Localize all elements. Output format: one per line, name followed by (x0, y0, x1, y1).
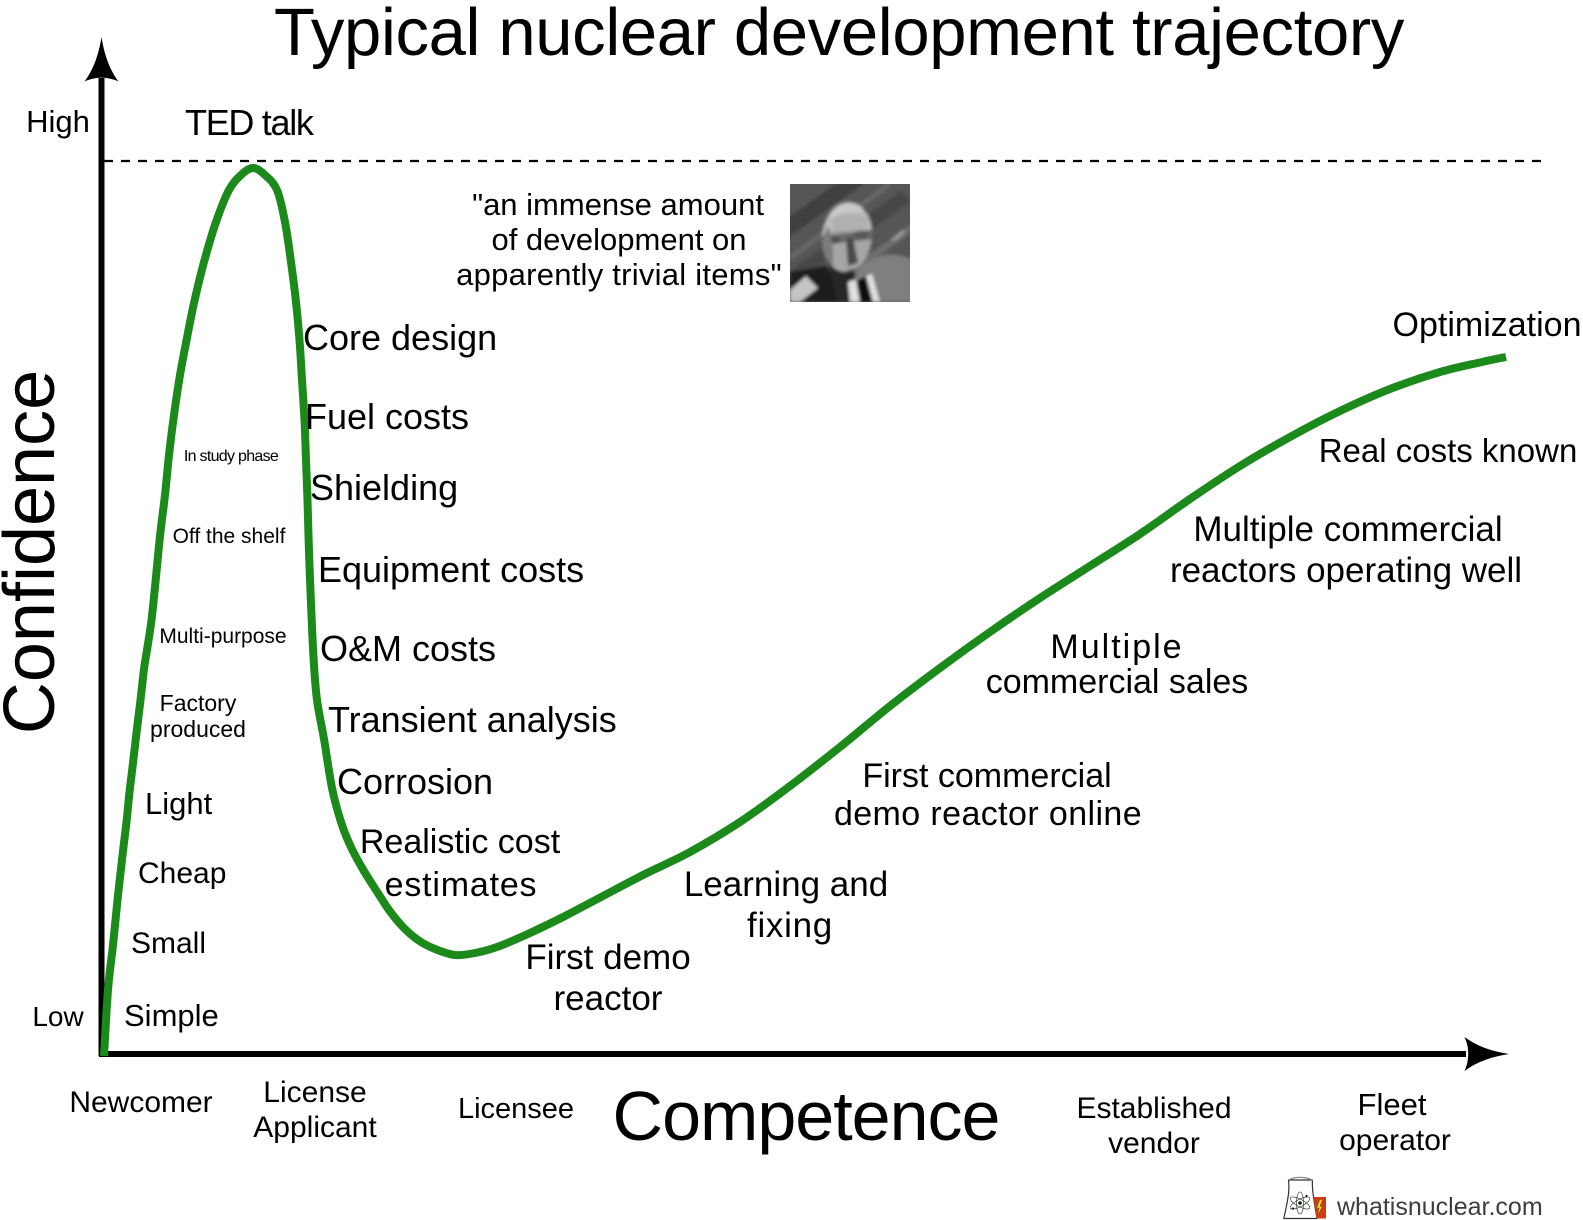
svg-text:First demo: First demo (525, 938, 690, 977)
svg-text:Off the shelf: Off the shelf (173, 525, 286, 548)
svg-text:Established: Established (1076, 1092, 1231, 1125)
svg-text:Competence: Competence (613, 1077, 1000, 1155)
svg-text:apparently trivial items": apparently trivial items" (456, 257, 782, 292)
svg-text:High: High (26, 104, 90, 139)
svg-text:First commercial: First commercial (862, 757, 1111, 795)
svg-text:Light: Light (145, 786, 213, 821)
svg-text:Learning and: Learning and (684, 865, 888, 904)
svg-text:Typical nuclear development tr: Typical nuclear development trajectory (274, 0, 1405, 70)
svg-text:O&M costs: O&M costs (320, 628, 496, 669)
svg-text:Equipment costs: Equipment costs (318, 549, 584, 590)
svg-text:Licensee: Licensee (458, 1093, 574, 1125)
svg-text:fixing: fixing (747, 906, 833, 945)
svg-text:vendor: vendor (1108, 1127, 1200, 1160)
svg-text:Multi-purpose: Multi-purpose (159, 625, 286, 648)
svg-text:Simple: Simple (124, 998, 219, 1033)
svg-text:commercial sales: commercial sales (986, 663, 1249, 701)
svg-text:Real costs known: Real costs known (1319, 432, 1578, 469)
svg-text:Factory: Factory (160, 690, 237, 716)
svg-text:"an immense amount: "an immense amount (472, 187, 764, 222)
svg-text:Applicant: Applicant (253, 1111, 377, 1144)
svg-text:produced: produced (150, 716, 246, 742)
svg-text:Confidence: Confidence (0, 370, 70, 734)
svg-text:Core design: Core design (303, 317, 497, 358)
svg-text:Newcomer: Newcomer (69, 1086, 212, 1119)
svg-text:Low: Low (32, 1001, 84, 1032)
svg-text:reactors operating well: reactors operating well (1170, 551, 1522, 590)
svg-text:Multiple: Multiple (1050, 628, 1183, 666)
svg-text:Cheap: Cheap (138, 857, 226, 890)
svg-text:License: License (263, 1076, 366, 1109)
svg-text:Corrosion: Corrosion (337, 761, 493, 802)
svg-text:Optimization: Optimization (1393, 306, 1582, 344)
svg-text:Multiple commercial: Multiple commercial (1193, 510, 1502, 549)
svg-text:reactor: reactor (554, 979, 663, 1018)
svg-text:Fuel costs: Fuel costs (305, 396, 469, 437)
svg-text:In study phase: In study phase (184, 448, 279, 465)
svg-text:Transient analysis: Transient analysis (328, 699, 617, 740)
svg-text:TED talk: TED talk (185, 102, 315, 143)
svg-text:whatisnuclear.com: whatisnuclear.com (1336, 1193, 1543, 1220)
svg-text:Fleet: Fleet (1358, 1087, 1427, 1122)
svg-text:Shielding: Shielding (310, 467, 458, 508)
svg-text:of development on: of development on (491, 222, 746, 257)
svg-text:Small: Small (131, 927, 206, 960)
svg-text:Realistic cost: Realistic cost (360, 823, 561, 861)
svg-text:demo reactor online: demo reactor online (834, 795, 1142, 833)
svg-text:estimates: estimates (385, 866, 538, 904)
svg-text:operator: operator (1339, 1124, 1451, 1157)
